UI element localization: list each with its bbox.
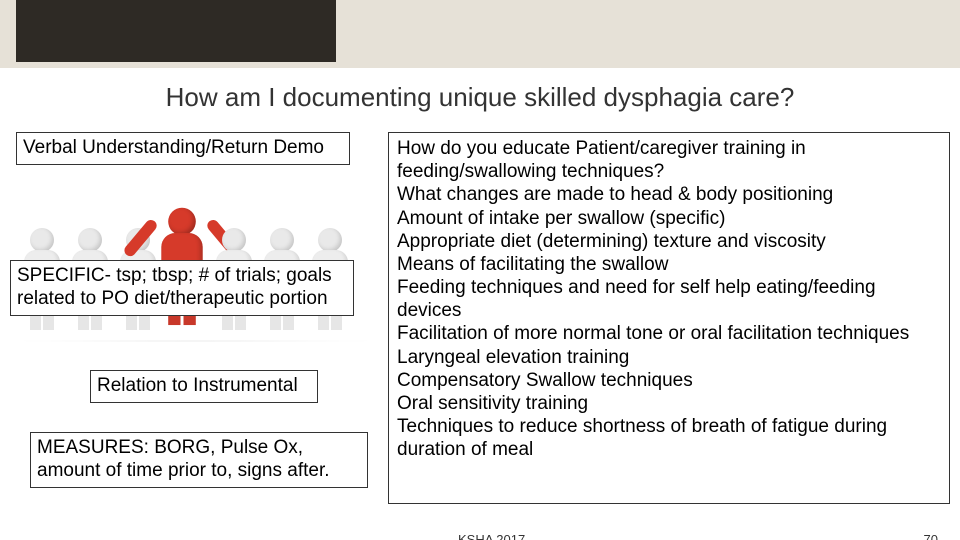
right-column: How do you educate Patient/caregiver tra… (388, 132, 950, 530)
box-education-list: How do you educate Patient/caregiver tra… (388, 132, 950, 504)
title-accent-rect (16, 0, 336, 62)
slide-title: How am I documenting unique skilled dysp… (0, 82, 960, 113)
floor-shadow (10, 340, 380, 342)
page-number: 70 (924, 532, 938, 540)
footer-source: KSHA 2017 (458, 532, 525, 540)
box-measures: MEASURES: BORG, Pulse Ox, amount of time… (30, 432, 368, 488)
box-specific: SPECIFIC- tsp; tbsp; # of trials; goals … (10, 260, 354, 316)
left-column: Verbal Understanding/Return Demo SPECIFI… (10, 132, 380, 530)
box-relation-instrumental: Relation to Instrumental (90, 370, 318, 403)
education-text: How do you educate Patient/caregiver tra… (397, 137, 941, 461)
box-verbal-understanding: Verbal Understanding/Return Demo (16, 132, 350, 165)
slide: How am I documenting unique skilled dysp… (0, 0, 960, 540)
